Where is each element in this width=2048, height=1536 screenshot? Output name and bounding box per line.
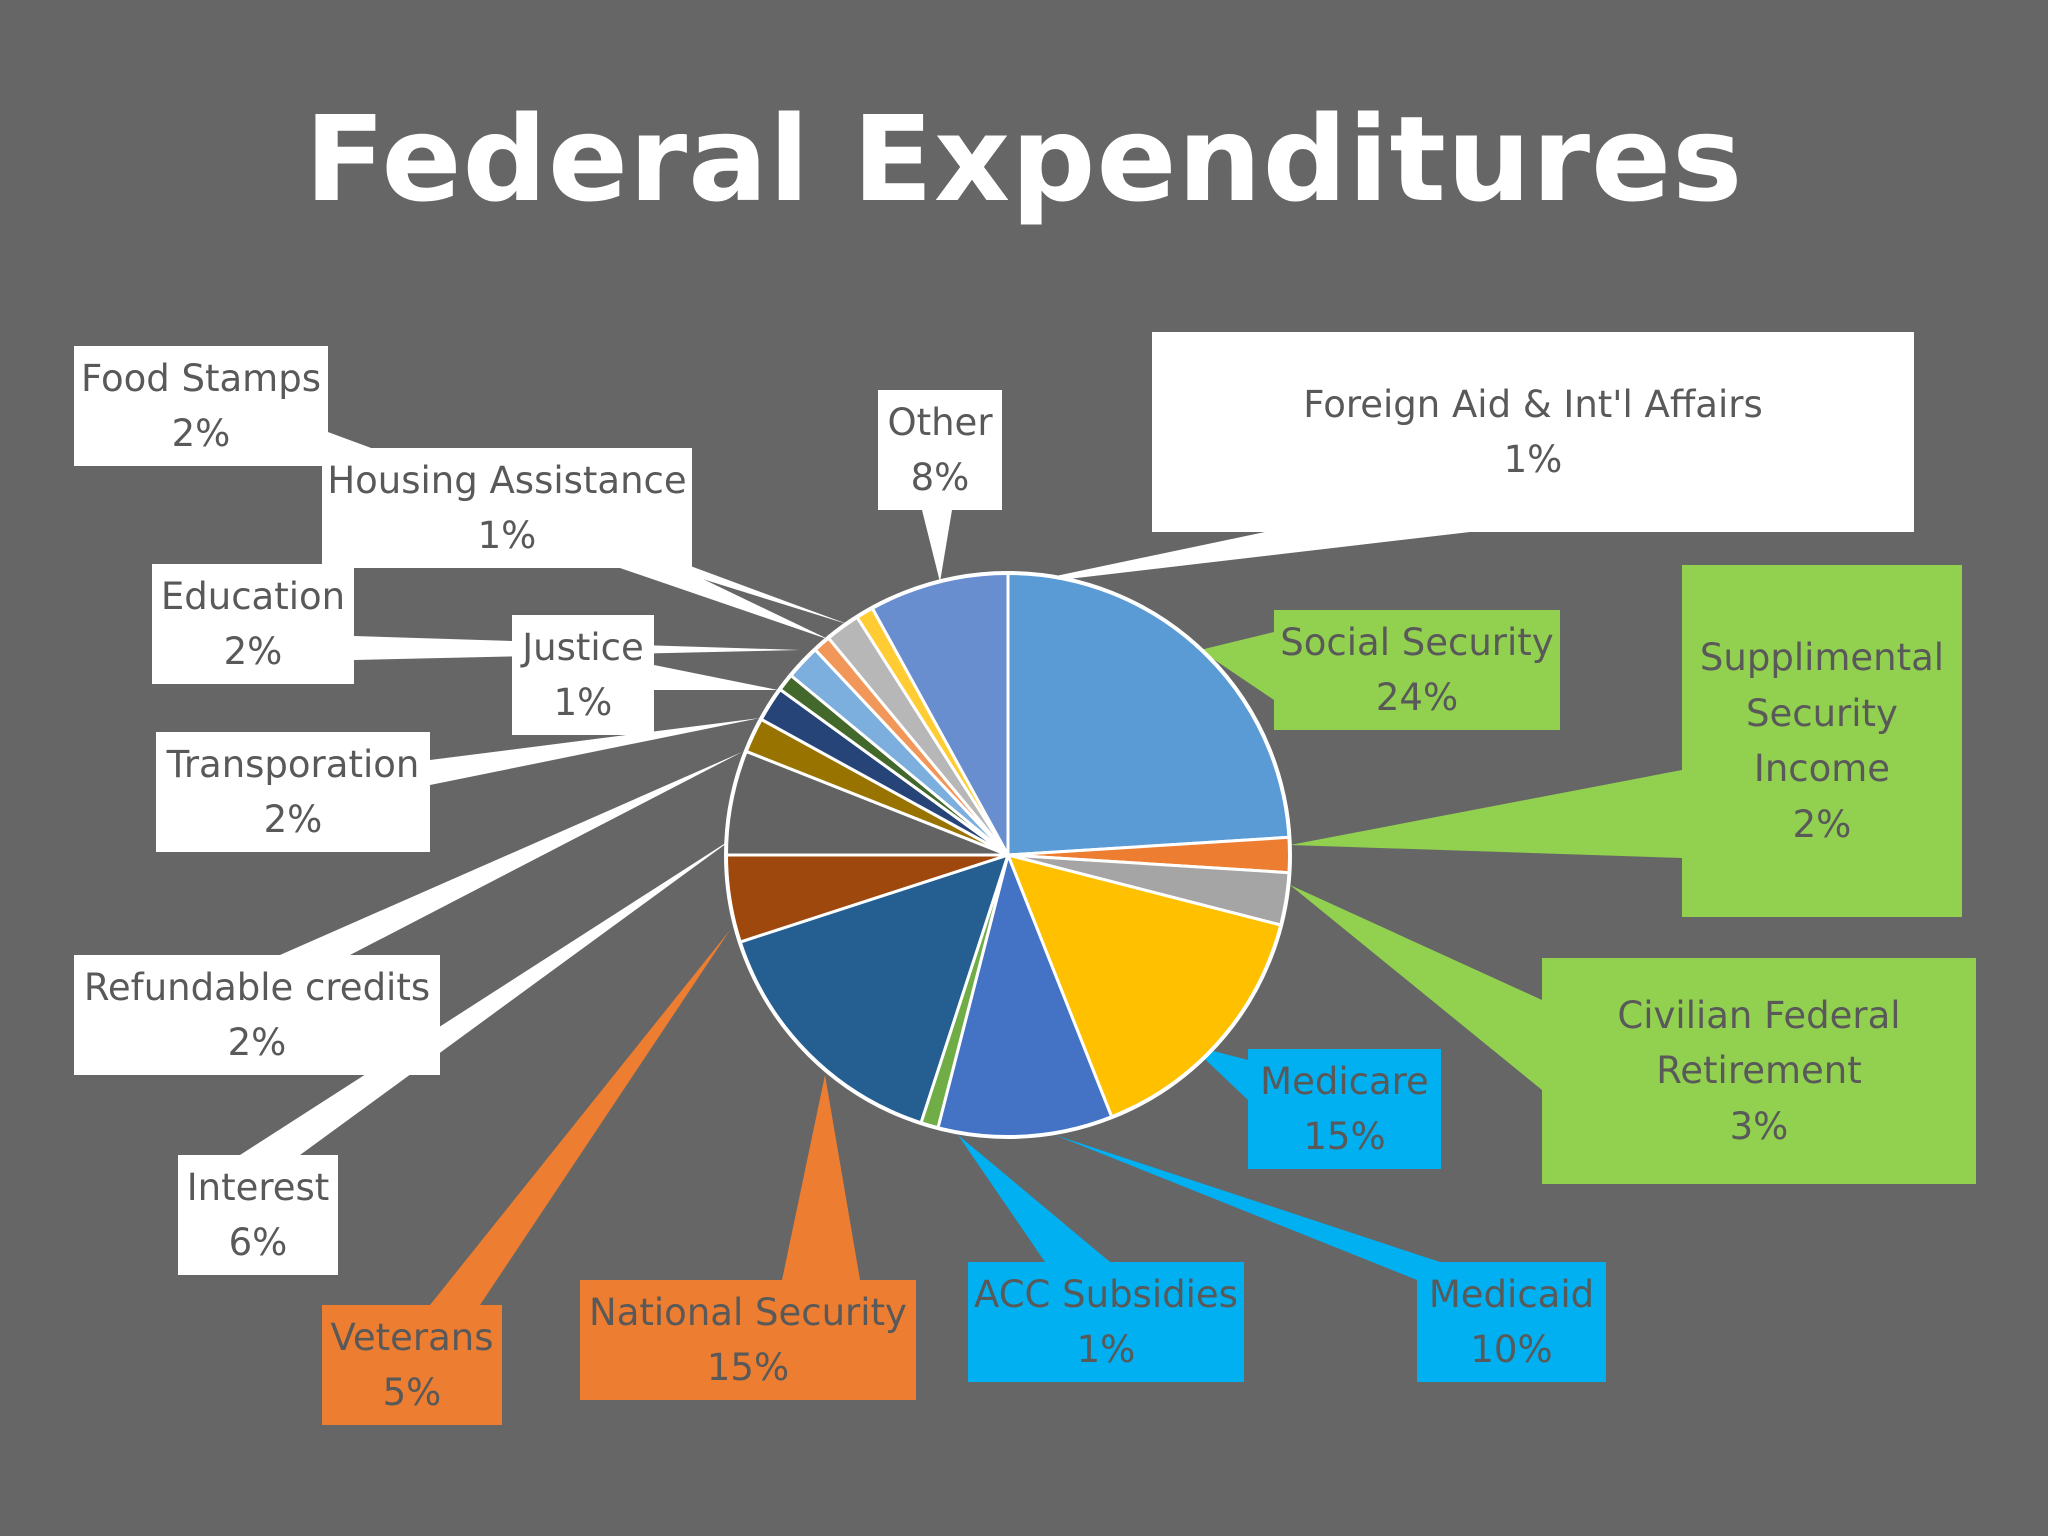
slice-label: Medicaid: [1428, 1272, 1595, 1316]
slice-label: ACC Subsidies: [974, 1272, 1238, 1316]
slice-label: Other: [887, 400, 993, 444]
leader-supplimental-security-income: [1290, 770, 1682, 858]
leader-civilian-federal-retirement: [1290, 885, 1542, 1090]
callout-social-security: Social Security 24%: [1274, 610, 1560, 730]
callout-leaders: [240, 418, 1682, 1305]
callout-other: Other 8%: [878, 390, 1002, 510]
callout-justice: Justice 1%: [512, 615, 654, 735]
leader-social-security: [1200, 632, 1274, 700]
callout-civilian-federal-retirement: Civilian Federal Retirement 3%: [1542, 958, 1976, 1184]
slice-percent: 24%: [1375, 676, 1459, 719]
slice-label: Civilian Federal Retirement: [1617, 993, 1901, 1093]
slice-percent: 5%: [382, 1371, 442, 1414]
slice-percent: 2%: [227, 1021, 287, 1064]
slice-percent: 3%: [1729, 1104, 1789, 1148]
callout-supplimental-security-income: Supplimental Security Income 2%: [1682, 565, 1962, 917]
chart-title: Federal Expenditures: [304, 90, 1744, 228]
slice-percent: 2%: [1792, 802, 1852, 846]
slice-label: Social Security: [1280, 620, 1554, 664]
callout-national-security: National Security 15%: [580, 1280, 916, 1400]
slice-percent: 2%: [263, 798, 323, 841]
slice-percent: 1%: [1076, 1328, 1136, 1371]
slice-label: Education: [160, 574, 346, 618]
slice-label: Supplimental Security Income: [1699, 636, 1945, 790]
slice-label: Housing Assistance: [327, 458, 687, 502]
slice-label: Justice: [522, 625, 644, 669]
pie-slices: [724, 571, 1292, 1139]
callout-housing-assistance: Housing Assistance 1%: [322, 448, 692, 568]
slice-percent: 15%: [1303, 1115, 1386, 1158]
slice-percent: 6%: [228, 1221, 288, 1264]
slice-percent: 10%: [1470, 1328, 1553, 1371]
leader-interest: [240, 835, 738, 1155]
callout-food-stamps: Food Stamps 2%: [74, 346, 328, 466]
leader-housing-assistance: [620, 568, 830, 640]
leader-acc-subsidies: [958, 1135, 1110, 1262]
leader-justice: [654, 665, 778, 690]
leader-refundable-credits: [280, 752, 742, 955]
callout-foreign-aid-and-int-l-affairs: Foreign Aid & Int'l Affairs 1%: [1152, 332, 1914, 532]
pie-slice-social-security: [1006, 571, 1291, 857]
slice-percent: 1%: [1503, 438, 1563, 481]
callout-medicare: Medicare 15%: [1248, 1049, 1441, 1169]
leader-transporation: [430, 718, 760, 785]
slice-label: Transporation: [166, 742, 420, 786]
leader-veterans: [430, 930, 730, 1305]
callout-refundable-credits: Refundable credits 2%: [74, 955, 440, 1075]
callout-interest: Interest 6%: [178, 1155, 338, 1275]
slice-percent: 2%: [171, 412, 231, 455]
callout-acc-subsidies: ACC Subsidies 1%: [968, 1262, 1244, 1382]
slice-label: Medicare: [1260, 1059, 1429, 1103]
slice-label: Foreign Aid & Int'l Affairs: [1303, 382, 1763, 426]
pie-outline: [724, 571, 1292, 1139]
slice-percent: 15%: [706, 1346, 790, 1389]
leader-foreign-aid-and-int-l-affairs: [1008, 532, 1470, 586]
leader-national-security: [782, 1075, 860, 1280]
slice-label: Refundable credits: [83, 965, 431, 1009]
slice-label: Interest: [186, 1165, 330, 1209]
slice-percent: 1%: [553, 681, 613, 724]
callout-transporation: Transporation 2%: [156, 732, 430, 852]
slice-label: Food Stamps: [81, 356, 321, 400]
slice-percent: 1%: [477, 514, 537, 557]
slice-label: Veterans: [330, 1315, 494, 1359]
callout-medicaid: Medicaid 10%: [1417, 1262, 1606, 1382]
slice-label: National Security: [589, 1290, 907, 1334]
callout-veterans: Veterans 5%: [322, 1305, 502, 1425]
slice-percent: 2%: [223, 630, 283, 673]
slice-percent: 8%: [910, 456, 970, 499]
leader-other: [922, 510, 952, 582]
callout-education: Education 2%: [152, 564, 354, 684]
leader-medicaid: [1055, 1135, 1440, 1280]
